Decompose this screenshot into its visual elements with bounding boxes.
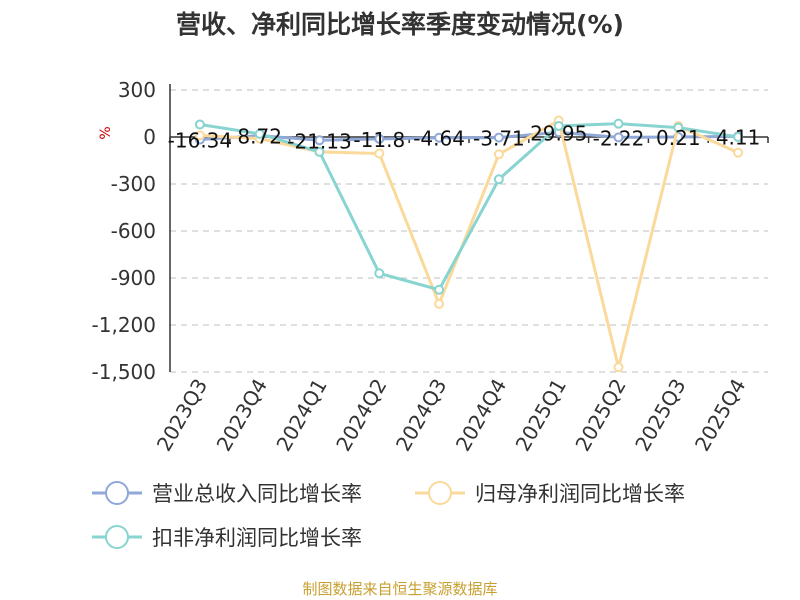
y-tick-label: 0 bbox=[143, 125, 156, 149]
y-tick-label: -600 bbox=[111, 219, 156, 243]
data-label: -21.13 bbox=[287, 129, 351, 153]
legend-marker bbox=[105, 481, 129, 505]
series-point-2 bbox=[493, 149, 504, 160]
y-tick-labels: 300 0 -300 -600 -900 -1,200 -1,500 bbox=[92, 78, 156, 384]
x-tick-label: 2025Q4 bbox=[690, 375, 750, 456]
legend-marker bbox=[105, 525, 129, 549]
legend-label: 归母净利润同比增长率 bbox=[475, 482, 685, 506]
series-point-1 bbox=[434, 132, 445, 143]
x-tick-label: 2023Q4 bbox=[212, 375, 272, 456]
y-tick-label: -300 bbox=[111, 172, 156, 196]
series-point-3 bbox=[733, 132, 744, 142]
x-tick-label: 2024Q4 bbox=[451, 375, 511, 456]
series-point-1 bbox=[493, 132, 504, 143]
series-line-3 bbox=[199, 122, 739, 292]
x-tick-label: 2023Q3 bbox=[152, 375, 212, 456]
data-labels: -16.34 8.72 -21.13 -11.8 -4.64 -3.71 29.95 -2.2… bbox=[168, 121, 761, 153]
data-label: -11.8 bbox=[353, 128, 405, 152]
y-axis-label: % bbox=[98, 126, 114, 139]
x-tick-label: 2025Q1 bbox=[511, 375, 571, 456]
series-point-2 bbox=[613, 362, 624, 373]
series-point-3 bbox=[493, 174, 504, 185]
x-tick-label: 2025Q2 bbox=[570, 375, 630, 456]
series-point-2 bbox=[374, 148, 385, 159]
x-tick-label: 2024Q3 bbox=[391, 375, 451, 456]
y-tick-label: 300 bbox=[118, 78, 156, 102]
data-label: -3.71 bbox=[473, 127, 525, 151]
series-point-3 bbox=[613, 118, 624, 129]
series-point-1 bbox=[374, 133, 385, 144]
data-label: 29.95 bbox=[530, 121, 587, 145]
series-point-2 bbox=[194, 130, 205, 141]
legend-label: 扣非净利润同比增长率 bbox=[152, 526, 362, 550]
series-point-3 bbox=[553, 121, 564, 132]
series-point-3 bbox=[434, 284, 445, 295]
data-label: 0.21 bbox=[656, 126, 701, 150]
series-point-3 bbox=[194, 119, 205, 130]
data-label: 8.72 bbox=[237, 125, 282, 149]
series-line-1 bbox=[199, 130, 739, 142]
data-label: -4.64 bbox=[413, 127, 465, 151]
y-tick-label: -1,200 bbox=[92, 313, 156, 337]
series-point-3 bbox=[254, 128, 265, 139]
x-tick-labels: 2023Q3 2023Q4 2024Q1 2024Q2 2024Q3 2024Q4 2025… bbox=[152, 375, 751, 456]
x-tick-label: 2024Q2 bbox=[331, 375, 391, 456]
legend-label: 营业总收入同比增长率 bbox=[152, 482, 362, 506]
source-note: 制图数据来自恒生聚源数据库 bbox=[302, 580, 497, 598]
data-label: -2.22 bbox=[593, 126, 645, 150]
data-label: -16.34 bbox=[168, 129, 232, 153]
data-label: 4.11 bbox=[716, 125, 761, 149]
series-point-1 bbox=[613, 132, 624, 143]
series-point-3 bbox=[314, 146, 325, 157]
x-tick-label: 2025Q3 bbox=[630, 375, 690, 456]
series-point-2 bbox=[733, 147, 744, 158]
y-tick-label: -900 bbox=[111, 266, 156, 290]
chart-title: 营收、净利同比增长率季度变动情况(%) bbox=[176, 10, 624, 39]
series-point-3 bbox=[673, 122, 684, 133]
series-point-3 bbox=[374, 268, 385, 279]
series-line-2 bbox=[199, 119, 739, 369]
legend-marker bbox=[428, 481, 452, 505]
series-point-2 bbox=[434, 298, 445, 309]
y-tick-label: -1,500 bbox=[92, 360, 156, 384]
series-lines bbox=[194, 115, 744, 373]
x-tick-label: 2024Q1 bbox=[271, 375, 331, 456]
series-point-1 bbox=[314, 135, 325, 146]
